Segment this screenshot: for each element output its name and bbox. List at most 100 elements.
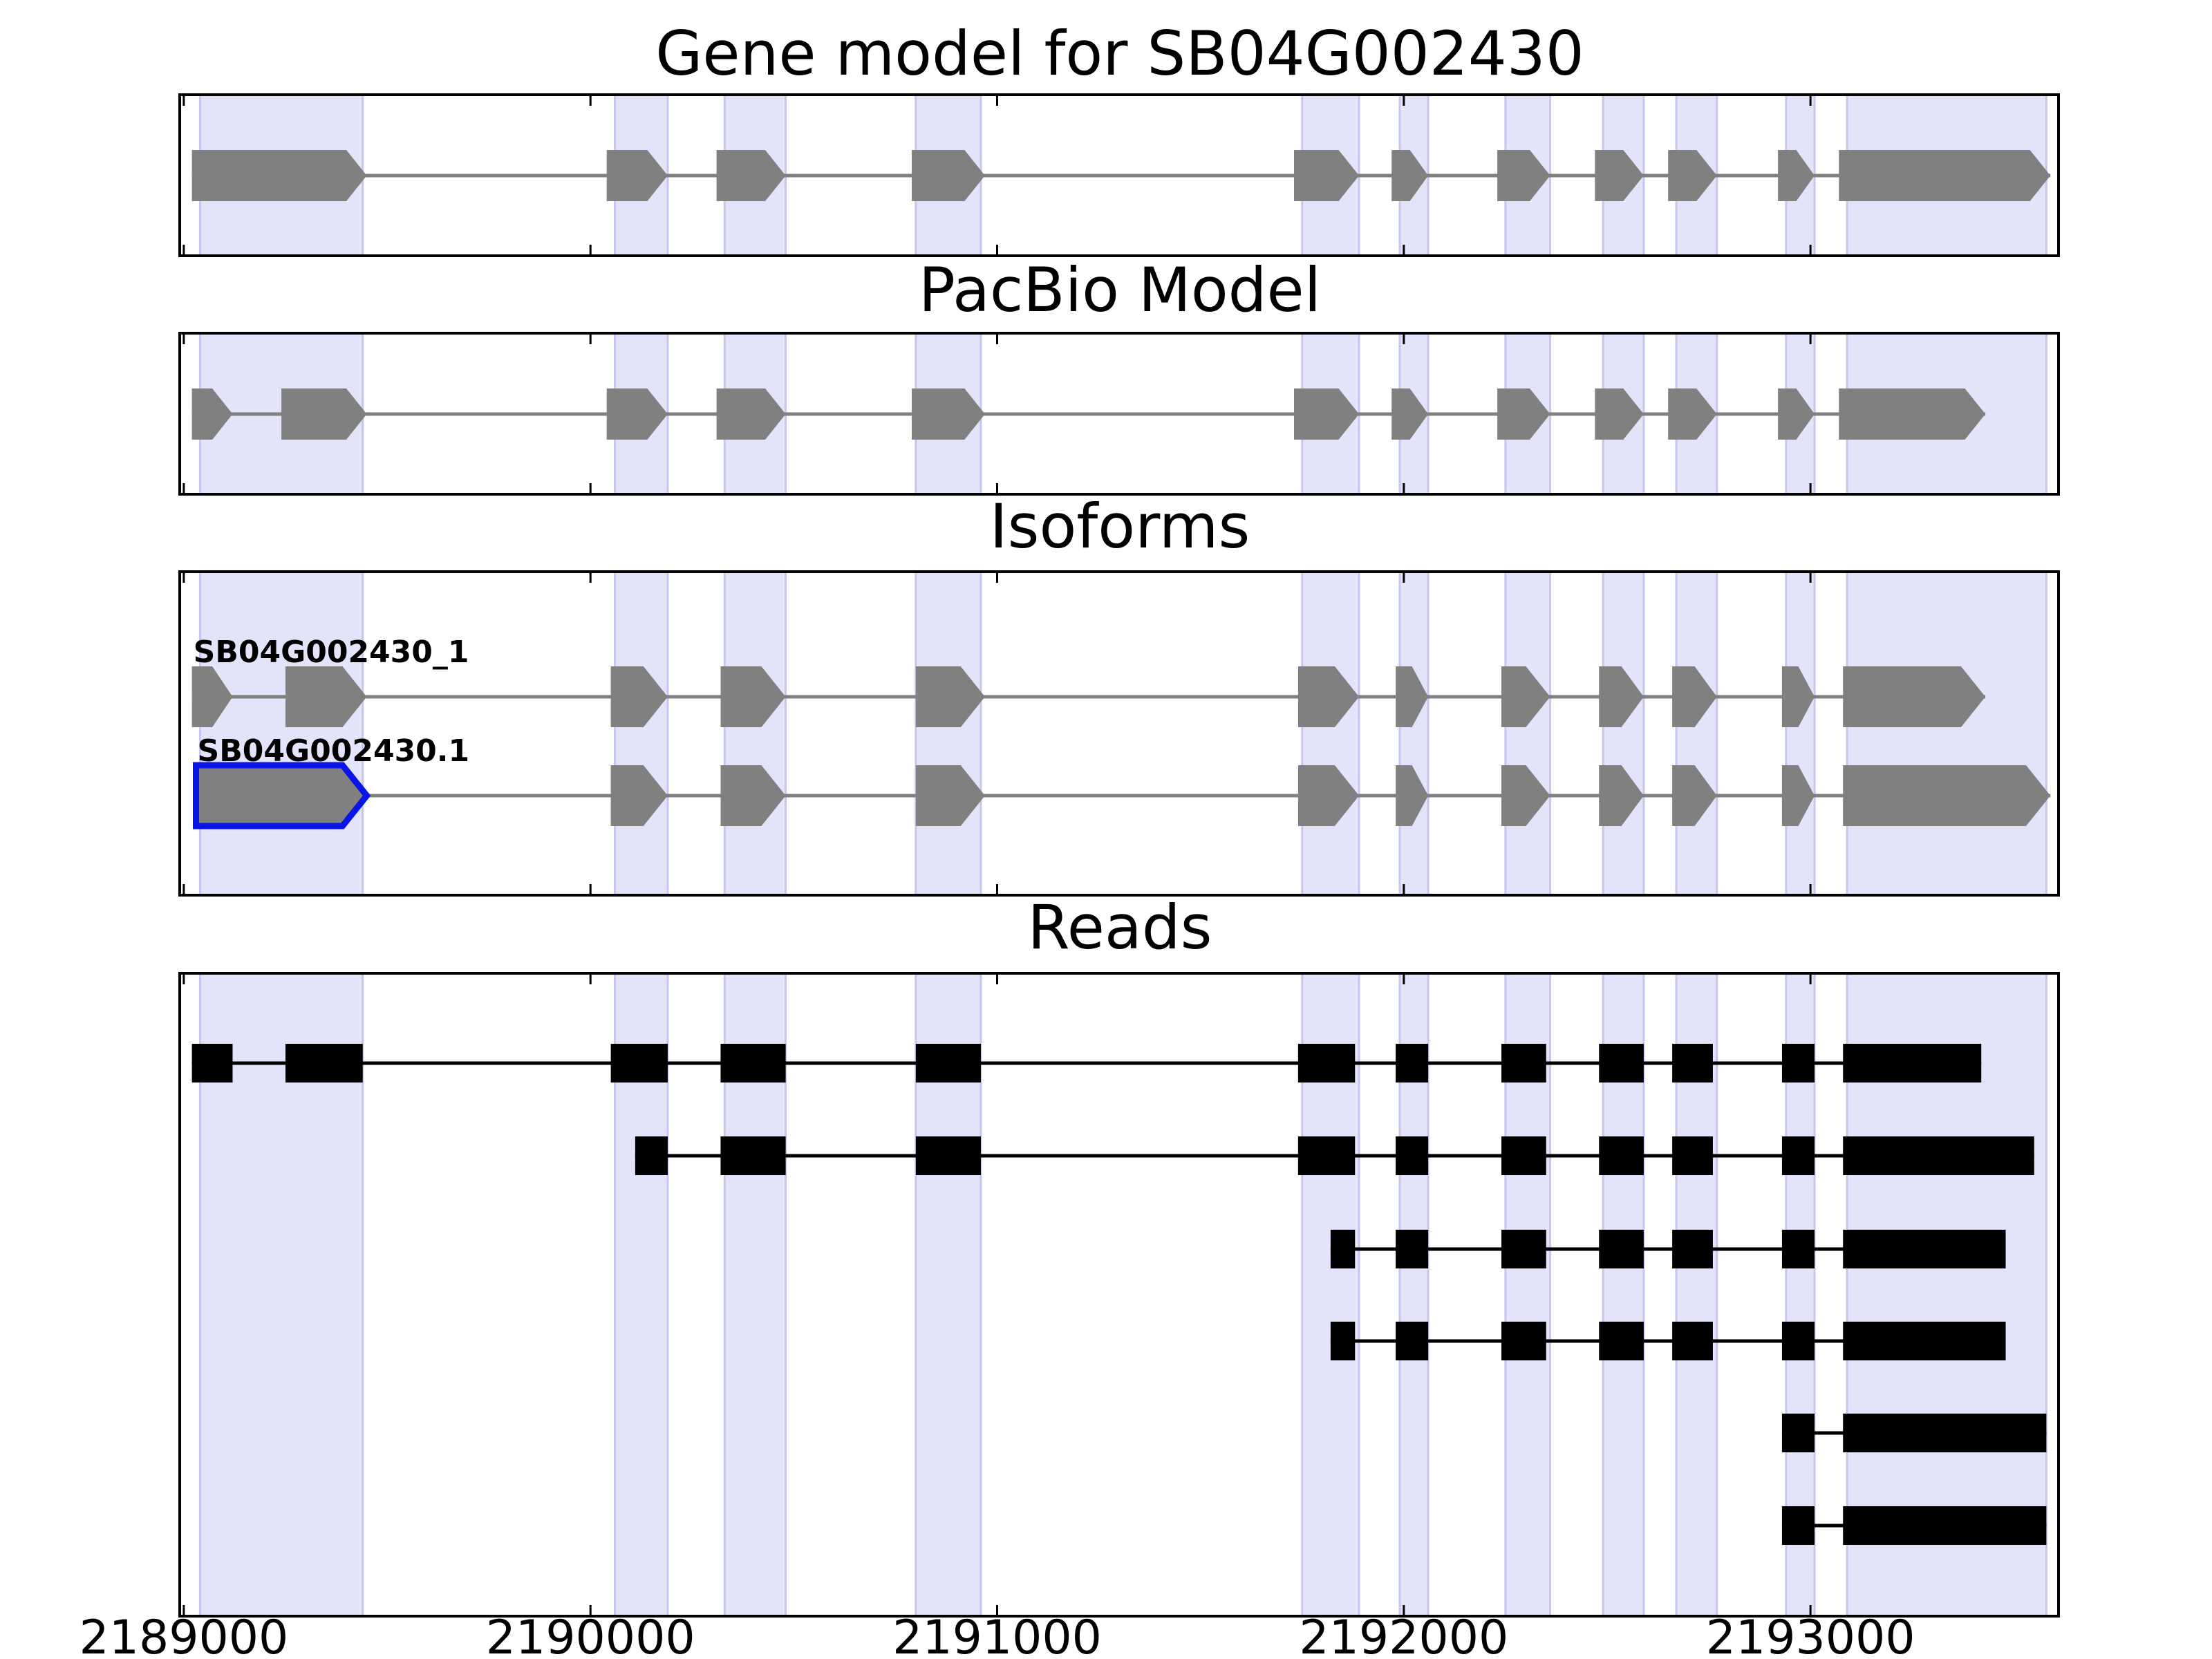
exon bbox=[191, 666, 233, 727]
exon bbox=[716, 388, 786, 440]
exon bbox=[606, 388, 668, 440]
exon bbox=[1839, 150, 2051, 201]
panel-reads bbox=[178, 972, 2060, 1618]
x-tick-label: 2190000 bbox=[486, 1611, 695, 1659]
exon bbox=[1839, 388, 1986, 440]
exon bbox=[915, 765, 985, 826]
read-block bbox=[1396, 1136, 1429, 1175]
read-block bbox=[285, 1044, 363, 1082]
read-block bbox=[1501, 1044, 1546, 1082]
exon bbox=[1843, 765, 2051, 826]
read-block bbox=[1781, 1136, 1815, 1175]
exon bbox=[1396, 666, 1429, 727]
exon bbox=[1778, 388, 1815, 440]
read-block bbox=[1501, 1230, 1546, 1268]
isoform-label: SB04G002430.1 bbox=[198, 733, 470, 769]
read-block bbox=[1599, 1044, 1644, 1082]
exon-highlight-band bbox=[613, 570, 669, 897]
exon-highlight-band bbox=[1602, 570, 1645, 897]
exon bbox=[1294, 150, 1360, 201]
x-tick-label: 2191000 bbox=[892, 1611, 1102, 1659]
exon-highlight-band bbox=[1675, 570, 1718, 897]
exon-selected bbox=[193, 762, 371, 830]
exon bbox=[1668, 388, 1717, 440]
read-block bbox=[1843, 1230, 2006, 1268]
read-block bbox=[1297, 1136, 1356, 1175]
isoform-label: SB04G002430_1 bbox=[194, 635, 469, 670]
read-block bbox=[1501, 1136, 1546, 1175]
read-block bbox=[1672, 1044, 1713, 1082]
exon bbox=[1297, 666, 1360, 727]
read-block bbox=[720, 1136, 786, 1175]
read-block bbox=[1781, 1322, 1815, 1360]
exon bbox=[191, 150, 367, 201]
read-block bbox=[610, 1044, 668, 1082]
panel-title-isoforms: Isoforms bbox=[990, 491, 1250, 562]
read-block bbox=[1672, 1136, 1713, 1175]
read-block bbox=[1396, 1230, 1429, 1268]
exon bbox=[1778, 150, 1815, 201]
read-block bbox=[915, 1044, 981, 1082]
exon bbox=[1668, 150, 1717, 201]
panel-isoforms: SB04G002430_1 SB04G002430.1 bbox=[178, 570, 2060, 897]
exon bbox=[1781, 666, 1815, 727]
read-block bbox=[1599, 1230, 1644, 1268]
exon-highlight-band bbox=[1785, 570, 1816, 897]
read-block bbox=[1297, 1044, 1356, 1082]
read-block bbox=[1843, 1322, 2006, 1360]
exon bbox=[1599, 765, 1644, 826]
read-block bbox=[1781, 1506, 1815, 1545]
exon bbox=[1501, 666, 1550, 727]
read-block bbox=[1396, 1044, 1429, 1082]
read-block bbox=[915, 1136, 981, 1175]
axes-frame bbox=[178, 93, 2060, 257]
exon bbox=[716, 150, 786, 201]
exon bbox=[912, 150, 985, 201]
read-block bbox=[1330, 1230, 1356, 1268]
exon bbox=[1599, 666, 1644, 727]
read-block bbox=[1672, 1230, 1713, 1268]
exon bbox=[1391, 388, 1429, 440]
read-block bbox=[1843, 1044, 1982, 1082]
exon bbox=[1672, 765, 1717, 826]
exon bbox=[191, 388, 233, 440]
exon bbox=[610, 666, 668, 727]
exon bbox=[720, 666, 786, 727]
exon bbox=[1294, 388, 1360, 440]
axes-frame bbox=[178, 332, 2060, 496]
x-tick-label: 2192000 bbox=[1299, 1611, 1508, 1659]
read-block bbox=[1843, 1136, 2034, 1175]
read-block bbox=[1781, 1230, 1815, 1268]
exon bbox=[1297, 765, 1360, 826]
exon bbox=[1781, 765, 1815, 826]
exon-highlight-band bbox=[198, 570, 364, 897]
x-tick-label: 2193000 bbox=[1706, 1611, 1915, 1659]
exon bbox=[1595, 150, 1644, 201]
panel-title-reads: Reads bbox=[1028, 892, 1212, 963]
panel-title-gene-model: Gene model for SB04G002430 bbox=[655, 18, 1584, 89]
exon-highlight-band bbox=[1398, 570, 1430, 897]
read-block bbox=[1501, 1322, 1546, 1360]
exon bbox=[1497, 388, 1550, 440]
read-block bbox=[1396, 1322, 1429, 1360]
exon bbox=[285, 666, 367, 727]
read-block bbox=[1781, 1414, 1815, 1452]
read-block bbox=[720, 1044, 786, 1082]
axes-frame bbox=[178, 570, 2060, 897]
read-block bbox=[191, 1044, 233, 1082]
exon-highlight-band bbox=[1504, 570, 1552, 897]
x-tick-label: 2189000 bbox=[79, 1611, 288, 1659]
exon-highlight-band bbox=[915, 570, 982, 897]
read-block bbox=[1599, 1136, 1644, 1175]
read-block bbox=[1781, 1044, 1815, 1082]
axes-frame bbox=[178, 972, 2060, 1618]
read-block bbox=[1843, 1414, 2047, 1452]
read-block bbox=[1330, 1322, 1356, 1360]
read-block bbox=[1599, 1322, 1644, 1360]
panel-pacbio-model bbox=[178, 332, 2060, 496]
exon-highlight-band bbox=[1846, 570, 2047, 897]
exon bbox=[281, 388, 367, 440]
exon bbox=[610, 765, 668, 826]
exon bbox=[1497, 150, 1550, 201]
